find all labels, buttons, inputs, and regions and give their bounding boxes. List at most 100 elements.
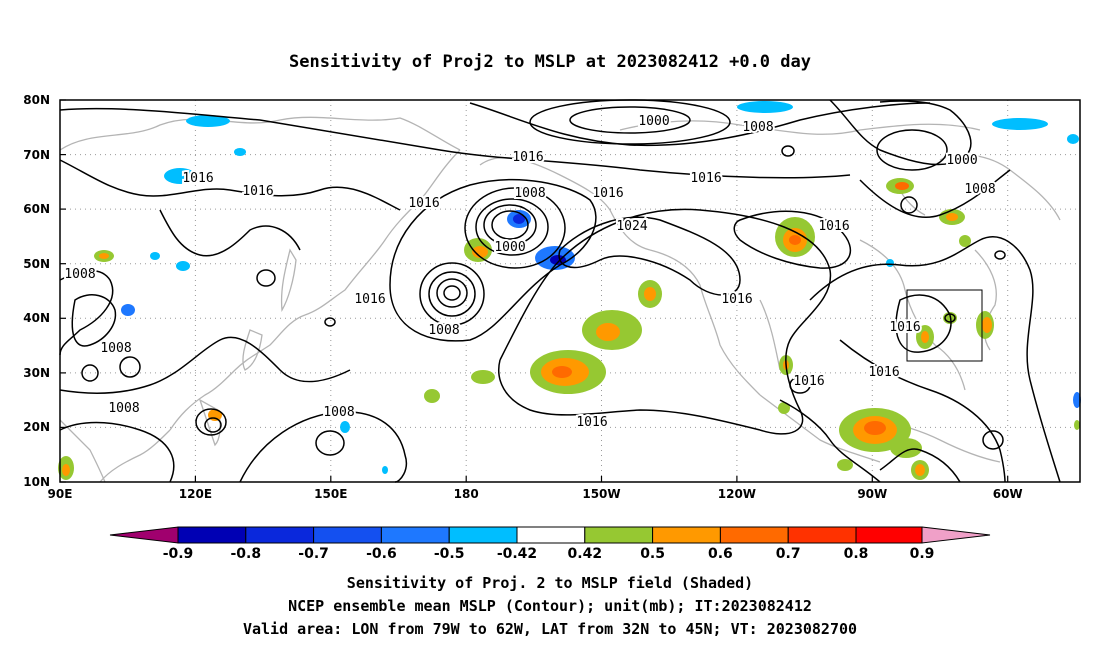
contour-label: 1008 [514, 186, 545, 201]
svg-text:1000: 1000 [494, 240, 525, 255]
svg-text:1016: 1016 [889, 320, 920, 335]
contour-label: 1016 [512, 150, 543, 165]
contour-label: 1000 [494, 240, 525, 255]
contour-label: 1016 [721, 292, 752, 307]
map-frame [59, 99, 1081, 483]
contour-label: 1016 [354, 292, 385, 307]
colorbar-label: 0.8 [844, 546, 869, 562]
colorbar-segment [313, 526, 382, 544]
captions: Sensitivity of Proj. 2 to MSLP field (Sh… [243, 574, 857, 638]
contour-label: 1008 [964, 182, 995, 197]
lat-tick-label: 50N [23, 257, 50, 271]
colorbar-segment [245, 526, 315, 544]
caption-shaded: Sensitivity of Proj. 2 to MSLP field (Sh… [347, 574, 753, 592]
contour-label: 1008 [323, 405, 354, 420]
contour-labels: 1000 1000 1008 1008 1016 1016 1016 1016 … [62, 112, 997, 432]
colorbar-segment [584, 526, 654, 544]
colorbar-segment [652, 526, 721, 544]
lon-tick-labels: 90E 120E 150E 180 150W 120W 90W 60W [48, 487, 1023, 501]
colorbar-segment [719, 526, 789, 544]
svg-text:1008: 1008 [108, 401, 139, 416]
tick-marks [60, 99, 1009, 483]
contour-label: 1016 [889, 320, 920, 335]
colorbar-segment [448, 526, 518, 544]
lon-tick-label: 150W [582, 487, 620, 501]
contour-label: 1016 [818, 219, 849, 234]
lat-tick-label: 10N [23, 475, 50, 489]
figure-title: Sensitivity of Proj2 to MSLP at 20230824… [289, 52, 811, 72]
lon-tick-label: 60W [993, 487, 1023, 501]
svg-text:1016: 1016 [793, 374, 824, 389]
svg-text:1000: 1000 [946, 153, 977, 168]
contour-label: 1008 [64, 267, 95, 282]
colorbar-label: -0.7 [298, 546, 329, 562]
colorbar-segment [787, 526, 857, 544]
lat-tick-label: 60N [23, 202, 50, 216]
lon-tick-label: 120W [718, 487, 756, 501]
lat-tick-label: 20N [23, 420, 50, 434]
colorbar-label: -0.6 [366, 546, 397, 562]
colorbar-label: 0.6 [708, 546, 733, 562]
contour-label: 1016 [576, 415, 607, 430]
colorbar-label: 0.5 [640, 546, 665, 562]
svg-text:1016: 1016 [576, 415, 607, 430]
colorbar-label: 0.9 [910, 546, 935, 562]
map-panel: 1000 1000 1008 1008 1016 1016 1016 1016 … [23, 93, 1081, 501]
lon-tick-label: 180 [454, 487, 479, 501]
colorbar-segment [921, 526, 991, 544]
contour-label: 1024 [616, 219, 647, 234]
colorbar-label: -0.9 [163, 546, 194, 562]
contour-label: 1000 [638, 114, 669, 129]
lon-tick-label: 90E [48, 487, 73, 501]
colorbar-label: -0.42 [497, 546, 537, 562]
svg-text:1016: 1016 [690, 171, 721, 186]
colorbar-label: -0.5 [434, 546, 465, 562]
lon-tick-label: 150E [314, 487, 347, 501]
contour-label: 1008 [100, 341, 131, 356]
contour-label: 1008 [108, 401, 139, 416]
svg-text:1016: 1016 [721, 292, 752, 307]
svg-text:1008: 1008 [428, 323, 459, 338]
colorbar-segment [855, 526, 923, 544]
svg-text:1016: 1016 [868, 365, 899, 380]
lon-tick-label: 90W [857, 487, 887, 501]
svg-text:1016: 1016 [818, 219, 849, 234]
colorbar-label: -0.8 [230, 546, 261, 562]
contour-label: 1016 [408, 196, 439, 211]
lon-tick-label: 120E [179, 487, 212, 501]
mslp-contours [59, 99, 1061, 483]
contour-label: 1016 [592, 186, 623, 201]
svg-text:1016: 1016 [242, 184, 273, 199]
lat-tick-label: 40N [23, 311, 50, 325]
colorbar-label: 0.7 [776, 546, 801, 562]
svg-text:1008: 1008 [64, 267, 95, 282]
svg-text:1016: 1016 [408, 196, 439, 211]
contour-label: 1008 [742, 120, 773, 135]
caption-valid-area: Valid area: LON from 79W to 62W, LAT fro… [243, 620, 857, 638]
contour-label: 1016 [242, 184, 273, 199]
lat-tick-labels: 80N 70N 60N 50N 40N 30N 20N 10N [23, 93, 50, 489]
svg-text:1000: 1000 [638, 114, 669, 129]
contour-label: 1000 [946, 153, 977, 168]
svg-text:1008: 1008 [514, 186, 545, 201]
colorbar-segment [516, 526, 586, 544]
contour-label: 1016 [868, 365, 899, 380]
contour-label: 1016 [182, 171, 213, 186]
colorbar-label: 0.42 [568, 546, 603, 562]
lat-tick-label: 30N [23, 366, 50, 380]
contour-label: 1016 [793, 374, 824, 389]
svg-text:1016: 1016 [592, 186, 623, 201]
svg-text:1008: 1008 [100, 341, 131, 356]
valid-area-box [906, 289, 983, 362]
lat-tick-label: 80N [23, 93, 50, 107]
svg-text:1008: 1008 [964, 182, 995, 197]
colorbar-segment [109, 526, 179, 544]
colorbar-segment [177, 526, 247, 544]
svg-text:1016: 1016 [354, 292, 385, 307]
svg-text:1008: 1008 [323, 405, 354, 420]
svg-text:1008: 1008 [742, 120, 773, 135]
contour-label: 1008 [428, 323, 459, 338]
lat-tick-label: 70N [23, 148, 50, 162]
colorbar-segment [380, 526, 450, 544]
